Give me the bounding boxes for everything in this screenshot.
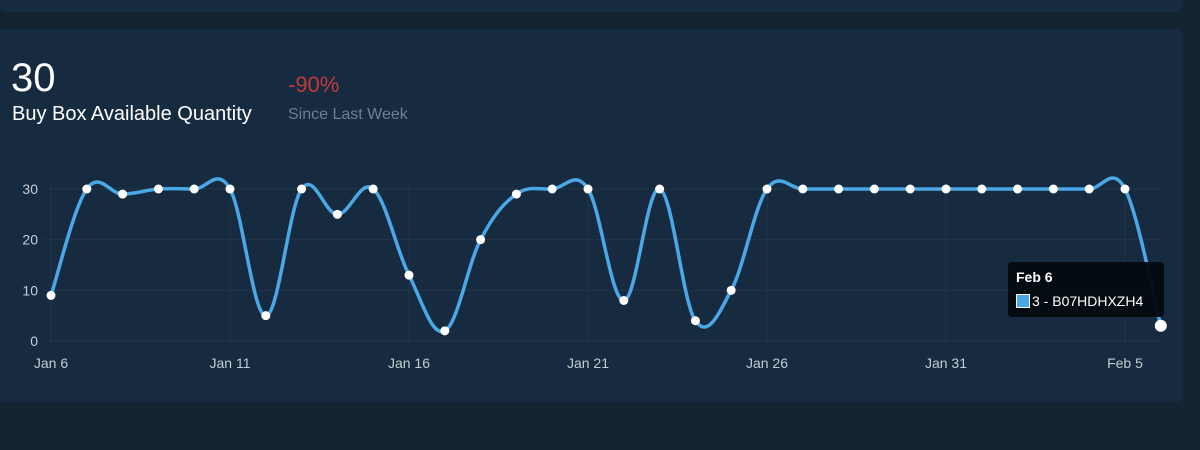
kpi-label: Buy Box Available Quantity bbox=[12, 103, 252, 125]
data-point bbox=[46, 290, 56, 300]
data-point bbox=[476, 235, 486, 245]
data-point bbox=[547, 184, 557, 194]
change-label: Since Last Week bbox=[288, 106, 408, 123]
data-point bbox=[440, 326, 450, 336]
top-panel bbox=[0, 0, 1183, 12]
data-point bbox=[834, 184, 844, 194]
data-point bbox=[655, 184, 665, 194]
tooltip-row: 3 - B07HDHXZH4 bbox=[1016, 292, 1143, 310]
x-tick-label: Jan 31 bbox=[925, 355, 967, 371]
data-point bbox=[118, 189, 128, 199]
y-tick-label: 20 bbox=[22, 232, 38, 248]
chart-card bbox=[0, 29, 1183, 402]
data-point bbox=[225, 184, 235, 194]
data-point bbox=[798, 184, 808, 194]
data-point bbox=[726, 285, 736, 295]
data-point bbox=[153, 184, 163, 194]
data-point bbox=[404, 270, 414, 280]
x-tick-label: Feb 5 bbox=[1107, 355, 1143, 371]
data-point bbox=[332, 209, 342, 219]
x-tick-label: Jan 16 bbox=[388, 355, 430, 371]
y-tick-label: 10 bbox=[22, 282, 38, 298]
data-point bbox=[762, 184, 772, 194]
data-point bbox=[941, 184, 951, 194]
data-point bbox=[297, 184, 307, 194]
data-point bbox=[1154, 319, 1167, 332]
data-point bbox=[261, 311, 271, 321]
x-tick-label: Jan 6 bbox=[34, 355, 68, 371]
series-line bbox=[49, 176, 1163, 334]
data-point bbox=[82, 184, 92, 194]
x-tick-label: Jan 21 bbox=[567, 355, 609, 371]
y-tick-label: 0 bbox=[30, 333, 38, 349]
tooltip-title: Feb 6 bbox=[1016, 269, 1053, 285]
y-tick-label: 30 bbox=[22, 181, 38, 197]
data-point bbox=[368, 184, 378, 194]
data-point bbox=[1048, 184, 1058, 194]
legend-swatch-icon bbox=[1016, 294, 1030, 308]
x-tick-label: Jan 11 bbox=[210, 355, 251, 371]
data-point bbox=[1013, 184, 1023, 194]
data-point bbox=[977, 184, 987, 194]
x-tick-label: Jan 26 bbox=[746, 355, 788, 371]
data-point bbox=[905, 184, 915, 194]
data-point bbox=[1120, 184, 1130, 194]
chart-tooltip: Feb 6 3 - B07HDHXZH4 bbox=[1008, 262, 1164, 317]
tooltip-label: 3 - B07HDHXZH4 bbox=[1032, 293, 1144, 309]
data-point bbox=[619, 295, 629, 305]
kpi-value: 30 bbox=[11, 56, 56, 100]
data-point bbox=[869, 184, 879, 194]
data-point bbox=[189, 184, 199, 194]
data-point bbox=[690, 316, 700, 326]
data-point bbox=[511, 189, 521, 199]
data-point bbox=[1084, 184, 1094, 194]
data-point bbox=[583, 184, 593, 194]
change-percent: -90% bbox=[288, 72, 340, 97]
